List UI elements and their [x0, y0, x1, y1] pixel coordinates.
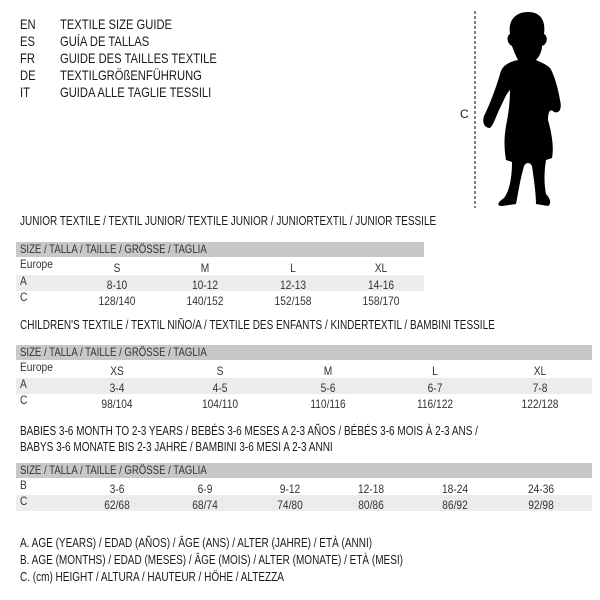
table-heading: BABIES 3-6 MONTH TO 2-3 YEARS / BEBÉS 3-…: [20, 424, 592, 438]
table-cell: 9-12: [279, 482, 301, 496]
table-cell: XS: [110, 364, 124, 378]
lang-code-text: FR: [20, 50, 35, 66]
table-cell: 14-16: [367, 278, 395, 292]
row-label: C: [20, 494, 28, 508]
table-cell: XL: [533, 364, 547, 378]
guide-title-text: GUÍA DE TALLAS: [60, 33, 150, 49]
guide-title: TEXTILGRÖßENFÜHRUNG: [60, 67, 237, 84]
table-heading-text: BABIES 3-6 MONTH TO 2-3 YEARS / BEBÉS 3-…: [20, 424, 478, 438]
table-heading: CHILDREN'S TEXTILE / TEXTIL NIÑO/A / TEX…: [20, 318, 600, 332]
table-row: B 3-6 6-9 9-12 12-18 18-24 24-36: [16, 478, 592, 496]
lang-code-text: EN: [20, 16, 36, 32]
table-heading-text: BABYS 3-6 MONATE BIS 2-3 JAHRE / BAMBINI…: [20, 440, 333, 454]
table-cell: 68/74: [192, 498, 218, 512]
table-cell: 3-6: [109, 482, 125, 496]
table-cell: 86/92: [442, 498, 468, 512]
table-cell: L: [432, 364, 438, 378]
row-label: C: [20, 393, 28, 407]
legend-item: C. (cm) HEIGHT / ALTURA / HAUTEUR / HÖHE…: [20, 570, 350, 584]
row-label: Europe: [20, 360, 53, 374]
table-row: C 62/68 68/74 74/80 80/86 86/92 92/98: [16, 494, 592, 512]
table-cell: 12-13: [279, 278, 307, 292]
table-row: Europe S M L XL: [16, 257, 424, 275]
table-heading-text: CHILDREN'S TEXTILE / TEXTIL NIÑO/A / TEX…: [20, 318, 495, 332]
table-cell: M: [323, 364, 333, 378]
table-header-text: SIZE / TALLA / TAILLE / GRÖSSE / TAGLIA: [20, 463, 207, 477]
table-cell: S: [216, 364, 224, 378]
table-cell: 110/116: [310, 397, 346, 411]
guide-title-text: TEXTILE SIZE GUIDE: [60, 16, 173, 32]
table-cell: 98/104: [101, 397, 133, 411]
legend-text: B. AGE (MONTHS) / EDAD (MESES) / ÂGE (MO…: [20, 553, 403, 567]
guide-title: GUÍA DE TALLAS: [60, 33, 172, 50]
guide-title-text: GUIDA ALLE TAGLIE TESSILI: [60, 84, 212, 100]
table-row: A 3-4 4-5 5-6 6-7 7-8: [16, 377, 592, 395]
guide-title: GUIDA ALLE TAGLIE TESSILI: [60, 84, 249, 101]
table-cell: 128/140: [98, 294, 136, 308]
table-cell: 80/86: [358, 498, 384, 512]
table-cell: 8-10: [106, 278, 128, 292]
table-cell: 12-18: [357, 482, 385, 496]
table-cell: 6-7: [427, 381, 443, 395]
lang-code-text: IT: [20, 84, 30, 100]
legend-item: B. AGE (MONTHS) / EDAD (MESES) / ÂGE (MO…: [20, 553, 499, 567]
lang-code: EN: [20, 16, 39, 33]
table-cell: 74/80: [277, 498, 303, 512]
lang-code: IT: [20, 84, 32, 101]
baby-silhouette-icon: [474, 11, 561, 208]
guide-title-text: TEXTILGRÖßENFÜHRUNG: [60, 67, 202, 83]
table-cell: 24-36: [527, 482, 555, 496]
guide-title: TEXTILE SIZE GUIDE: [60, 16, 200, 33]
table-header: SIZE / TALLA / TAILLE / GRÖSSE / TAGLIA: [16, 463, 592, 478]
legend-text: A. AGE (YEARS) / EDAD (AÑOS) / ÂGE (ANS)…: [20, 536, 373, 550]
table-row: C 128/140 140/152 152/158 158/170: [16, 290, 424, 308]
lang-code-text: DE: [20, 67, 36, 83]
lang-code-text: ES: [20, 33, 35, 49]
table-cell: 6-9: [197, 482, 213, 496]
guide-title-text: GUIDE DES TAILLES TEXTILE: [60, 50, 217, 66]
table-cell: 18-24: [441, 482, 469, 496]
table-cell: 62/68: [104, 498, 130, 512]
table-row: Europe XS S M L XL: [16, 360, 592, 378]
table-cell: 158/170: [362, 294, 400, 308]
table-heading: JUNIOR TEXTILE / TEXTIL JUNIOR/ TEXTILE …: [20, 214, 540, 228]
table-cell: 140/152: [186, 294, 224, 308]
table-cell: 116/122: [416, 397, 454, 411]
table-header-text: SIZE / TALLA / TAILLE / GRÖSSE / TAGLIA: [20, 242, 207, 256]
table-cell: 10-12: [191, 278, 219, 292]
table-cell: 3-4: [109, 381, 125, 395]
table-cell: 7-8: [532, 381, 548, 395]
row-label: C: [20, 290, 28, 304]
table-cell: M: [200, 261, 210, 275]
table-row: C 98/104 104/110 110/116 116/122 122/128: [16, 393, 592, 411]
table-cell: S: [113, 261, 121, 275]
measure-label: C: [460, 107, 469, 121]
row-label: Europe: [20, 257, 53, 271]
table-cell: 104/110: [201, 397, 239, 411]
table-cell: 92/98: [528, 498, 554, 512]
table-header: SIZE / TALLA / TAILLE / GRÖSSE / TAGLIA: [16, 345, 592, 360]
row-label: A: [20, 274, 27, 288]
lang-code: ES: [20, 33, 39, 50]
legend-item: A. AGE (YEARS) / EDAD (AÑOS) / ÂGE (ANS)…: [20, 536, 460, 550]
table-heading: BABYS 3-6 MONATE BIS 2-3 JAHRE / BAMBINI…: [20, 440, 411, 454]
row-label: A: [20, 377, 27, 391]
table-cell: 122/128: [521, 397, 559, 411]
legend-text: C. (cm) HEIGHT / ALTURA / HAUTEUR / HÖHE…: [20, 570, 284, 584]
table-header: SIZE / TALLA / TAILLE / GRÖSSE / TAGLIA: [16, 242, 424, 257]
table-cell: L: [290, 261, 296, 275]
table-row: A 8-10 10-12 12-13 14-16: [16, 274, 424, 292]
table-cell: 152/158: [274, 294, 312, 308]
table-cell: 5-6: [320, 381, 336, 395]
table-cell: XL: [374, 261, 388, 275]
table-cell: 4-5: [212, 381, 228, 395]
guide-title: GUIDE DES TAILLES TEXTILE: [60, 50, 256, 67]
table-header-text: SIZE / TALLA / TAILLE / GRÖSSE / TAGLIA: [20, 345, 207, 359]
lang-code: FR: [20, 50, 39, 67]
table-heading-text: JUNIOR TEXTILE / TEXTIL JUNIOR/ TEXTILE …: [20, 214, 437, 228]
row-label: B: [20, 478, 27, 492]
lang-code: DE: [20, 67, 39, 84]
